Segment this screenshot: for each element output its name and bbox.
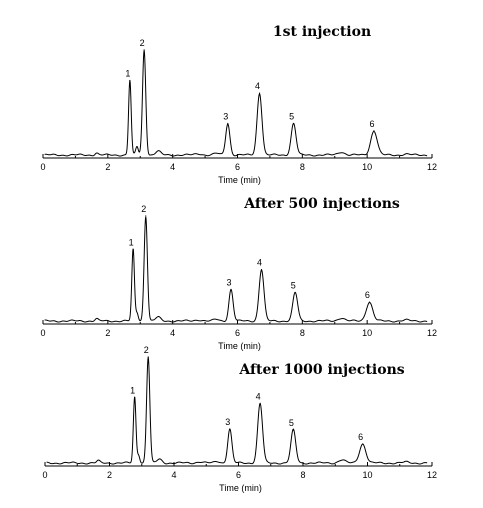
- peak-label-5: 5: [289, 418, 294, 428]
- peak-label-5: 5: [289, 112, 294, 122]
- x-tick-label: 0: [42, 470, 47, 480]
- peak-6: [373, 130, 375, 132]
- x-tick-label: 4: [170, 328, 175, 338]
- x-tick-label: 10: [362, 328, 372, 338]
- x-tick-label: 0: [40, 162, 45, 172]
- peak-label-3: 3: [227, 278, 232, 288]
- x-tick-label: 2: [107, 470, 112, 480]
- peak-label-2: 2: [140, 38, 145, 48]
- peak-6: [362, 443, 364, 445]
- peak-6: [368, 301, 371, 303]
- x-tick-label: 10: [362, 470, 372, 480]
- peak-5: [292, 122, 295, 125]
- x-tick-label: 6: [235, 162, 240, 172]
- x-axis-label: Time (min): [218, 341, 261, 351]
- peak-4: [259, 403, 261, 405]
- x-tick-label: 8: [300, 328, 305, 338]
- panel-title: After 1000 injections: [238, 362, 404, 378]
- peak-3: [227, 122, 229, 125]
- peak-1: [129, 79, 131, 82]
- peak-label-4: 4: [257, 258, 262, 268]
- x-tick-label: 12: [427, 470, 437, 480]
- peak-4: [258, 92, 261, 94]
- chromatogram-trace: [46, 357, 428, 465]
- peak-label-5: 5: [291, 281, 296, 291]
- panel-title: After 500 injections: [243, 196, 400, 212]
- peak-label-6: 6: [358, 432, 363, 442]
- x-tick-label: 6: [236, 470, 241, 480]
- chromatogram-trace: [44, 50, 428, 157]
- peak-1: [132, 249, 134, 251]
- x-tick-label: 4: [171, 470, 176, 480]
- x-tick-label: 8: [300, 162, 305, 172]
- peak-label-4: 4: [256, 392, 261, 402]
- peak-3: [230, 288, 232, 291]
- x-axis-label: Time (min): [218, 175, 261, 185]
- peak-3: [229, 428, 231, 430]
- peak-label-1: 1: [125, 68, 130, 78]
- peak-label-2: 2: [144, 345, 149, 355]
- x-tick-label: 12: [427, 162, 437, 172]
- x-tick-label: 6: [235, 328, 240, 338]
- peak-label-1: 1: [130, 385, 135, 395]
- peak-5: [292, 429, 294, 431]
- peak-2: [147, 356, 149, 358]
- x-tick-label: 2: [105, 162, 110, 172]
- chromatogram-trace: [44, 216, 428, 323]
- peak-2: [143, 49, 145, 51]
- x-tick-label: 2: [105, 328, 110, 338]
- peak-label-1: 1: [129, 238, 134, 248]
- peak-label-3: 3: [225, 417, 230, 427]
- peak-label-4: 4: [255, 81, 260, 91]
- peak-4: [260, 268, 263, 271]
- peak-label-6: 6: [369, 119, 374, 129]
- peak-2: [145, 215, 147, 217]
- peak-label-6: 6: [365, 290, 370, 300]
- peak-label-3: 3: [223, 112, 228, 122]
- x-tick-label: 8: [300, 470, 305, 480]
- x-tick-label: 12: [427, 328, 437, 338]
- peak-5: [294, 292, 296, 294]
- x-tick-label: 0: [40, 328, 45, 338]
- x-axis-label: Time (min): [219, 483, 262, 493]
- x-tick-label: 10: [362, 162, 372, 172]
- panel-title: 1st injection: [273, 24, 371, 40]
- peak-1: [134, 396, 136, 398]
- peak-label-2: 2: [141, 204, 146, 214]
- x-tick-label: 4: [170, 162, 175, 172]
